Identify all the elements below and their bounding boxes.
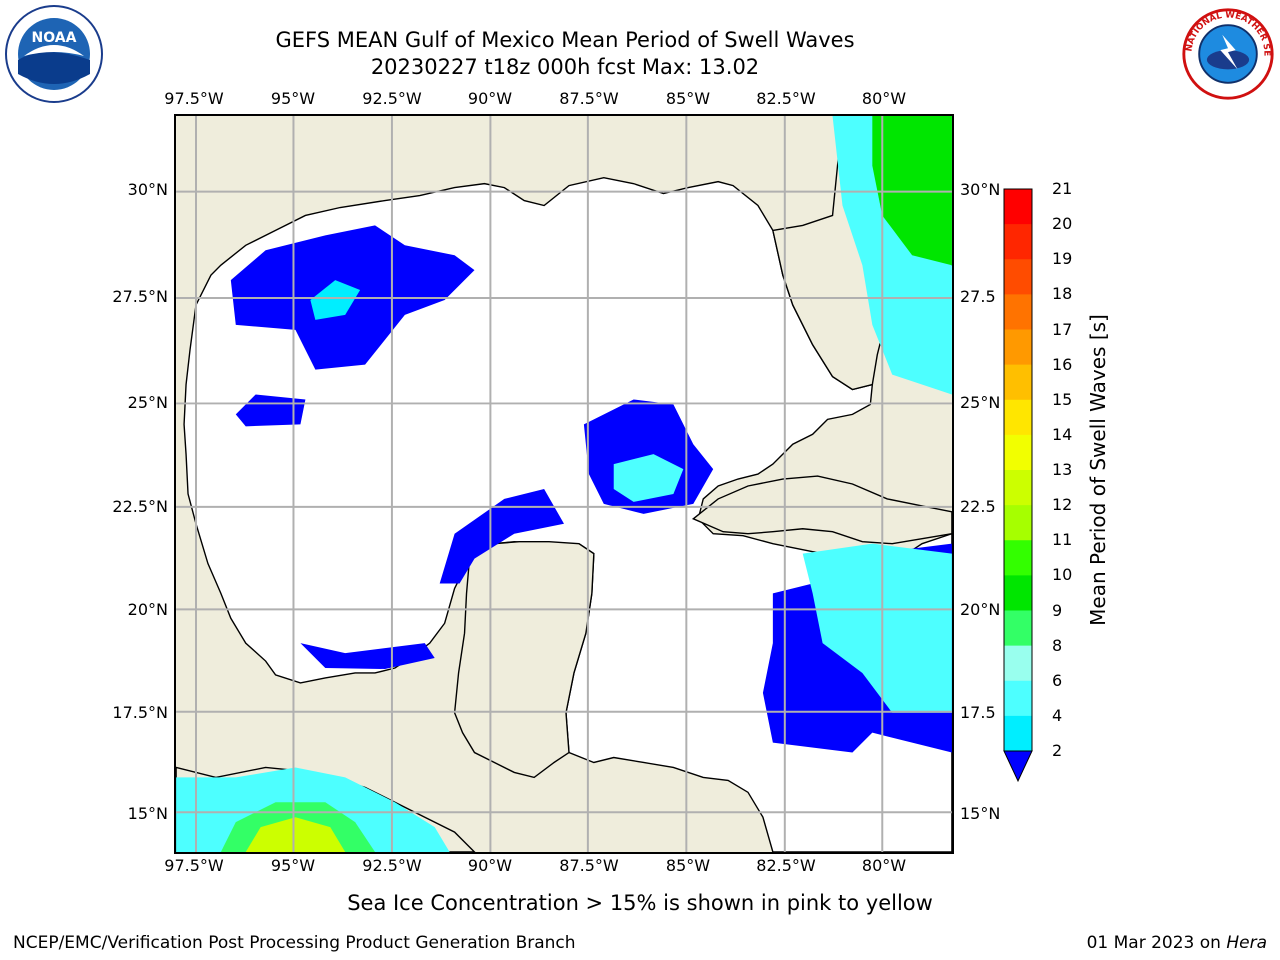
lon-label-bottom: 90°W — [467, 856, 513, 875]
colorbar — [1003, 188, 1033, 783]
colorbar-segment — [1004, 575, 1032, 611]
colorbar-tick-label: 6 — [1052, 670, 1063, 690]
colorbar-segment — [1004, 470, 1032, 506]
lat-label-left: 17.5°N — [112, 703, 168, 722]
lat-label-right: 30°N — [960, 180, 1001, 199]
lat-label-left: 30°N — [127, 180, 168, 199]
colorbar-segment — [1004, 329, 1032, 366]
colorbar-tick-label: 11 — [1052, 530, 1073, 550]
lon-label-top: 80°W — [861, 89, 907, 108]
colorbar-tick-label: 16 — [1052, 354, 1073, 374]
colorbar-tick-label: 9 — [1052, 600, 1063, 620]
lon-label-top: 82.5°W — [756, 89, 816, 108]
colorbar-segment — [1004, 645, 1032, 682]
colorbar-tick-label: 18 — [1052, 284, 1073, 304]
lon-label-bottom: 97.5°W — [164, 856, 224, 875]
lat-label-left: 25°N — [127, 393, 168, 412]
noaa-logo: NOAA — [5, 5, 103, 103]
nws-logo: NATIONAL WEATHER SERVICE — [1180, 6, 1274, 100]
lon-label-bottom: 80°W — [861, 856, 907, 875]
colorbar-segment — [1004, 224, 1032, 260]
lat-label-left: 27.5°N — [112, 287, 168, 306]
caribbean-swell-cyan — [802, 543, 952, 713]
pacific-swell-yellow — [245, 817, 346, 852]
colorbar-segment — [1004, 680, 1032, 717]
chart-title: GEFS MEAN Gulf of Mexico Mean Period of … — [275, 28, 855, 52]
colorbar-segment — [1004, 715, 1032, 752]
lon-label-top: 95°W — [270, 89, 316, 108]
colorbar-tick-label: 10 — [1052, 565, 1073, 585]
lat-label-right: 22.5 — [960, 497, 996, 516]
sea-ice-caption: Sea Ice Concentration > 15% is shown in … — [347, 891, 933, 915]
lon-label-top: 97.5°W — [164, 89, 224, 108]
map-panel — [174, 114, 954, 854]
colorbar-tick-label: 21 — [1052, 179, 1073, 198]
lon-label-bottom: 87.5°W — [559, 856, 619, 875]
footer-credit: NCEP/EMC/Verification Post Processing Pr… — [13, 933, 576, 953]
lon-label-bottom: 85°W — [665, 856, 711, 875]
lat-label-right: 15°N — [960, 804, 1001, 823]
lon-label-top: 85°W — [665, 89, 711, 108]
footer-date: 01 Mar 2023 on Hera — [1087, 933, 1267, 953]
colorbar-segment — [1004, 189, 1032, 225]
noaa-logo-text: NOAA — [32, 30, 77, 46]
map-svg — [176, 116, 952, 852]
colorbar-segment — [1004, 540, 1032, 576]
colorbar-tick-label: 17 — [1052, 319, 1073, 339]
colorbar-segment — [1004, 294, 1032, 330]
lon-label-top: 92.5°W — [362, 89, 422, 108]
lon-label-top: 87.5°W — [559, 89, 619, 108]
colorbar-tick-label: 14 — [1052, 424, 1073, 444]
lon-label-top: 90°W — [467, 89, 513, 108]
gulf-swell-south — [300, 643, 435, 669]
colorbar-segment — [1004, 610, 1032, 647]
colorbar-tick-label: 15 — [1052, 389, 1073, 409]
lon-label-bottom: 82.5°W — [756, 856, 816, 875]
colorbar-extend — [1003, 750, 1033, 783]
colorbar-tick-label: 20 — [1052, 214, 1073, 234]
colorbar-segment — [1004, 364, 1032, 401]
colorbar-outline — [1003, 188, 1033, 752]
graticule — [176, 116, 952, 852]
lat-label-right: 27.5 — [960, 287, 996, 306]
lat-label-right: 20°N — [960, 600, 1001, 619]
colorbar-tick-label: 13 — [1052, 460, 1073, 479]
lat-label-right: 17.5 — [960, 703, 996, 722]
colorbar-segment — [1004, 505, 1032, 541]
colorbar-tick-label: 8 — [1052, 635, 1063, 655]
colorbar-label: Mean Period of Swell Waves [s] — [1086, 314, 1110, 626]
colorbar-tick-label: 4 — [1052, 705, 1063, 725]
colorbar-segment — [1004, 259, 1032, 295]
gulf-swell-campeche — [439, 488, 564, 584]
colorbar-tick-label: 2 — [1052, 741, 1063, 760]
footer-date-text: 01 Mar 2023 on — [1086, 933, 1227, 953]
lon-label-bottom: 92.5°W — [362, 856, 422, 875]
cuba-land — [691, 475, 952, 545]
chart-subtitle: 20230227 t18z 000h fcst Max: 13.02 — [370, 55, 760, 79]
gulf-swell-center-cyan — [613, 454, 684, 502]
gulf-swell-nw-cyan — [310, 280, 361, 320]
lat-label-right: 25°N — [960, 393, 1001, 412]
lat-label-left: 20°N — [127, 600, 168, 619]
footer-machine: Hera — [1226, 933, 1267, 953]
colorbar-tick-label: 12 — [1052, 495, 1073, 515]
lon-label-bottom: 95°W — [270, 856, 316, 875]
colorbar-segment — [1004, 434, 1032, 471]
colorbar-segment — [1004, 399, 1032, 436]
lat-label-left: 22.5°N — [112, 497, 168, 516]
colorbar-tick-label: 19 — [1052, 249, 1073, 269]
lat-label-left: 15°N — [127, 804, 168, 823]
